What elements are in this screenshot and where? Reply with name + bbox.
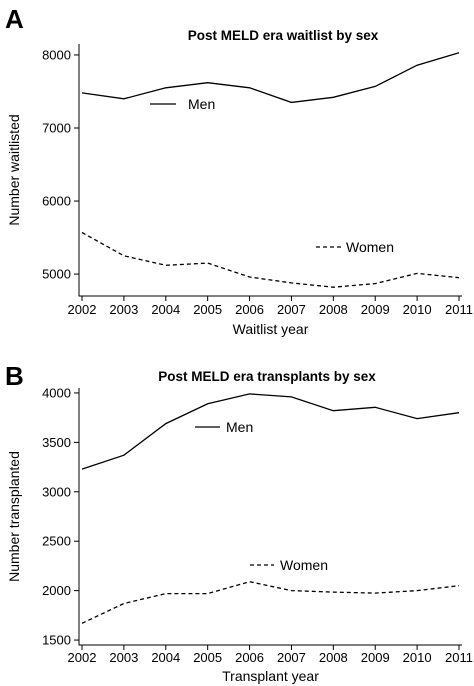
chart-a-x-tick-label: 2005	[193, 302, 222, 317]
chart-b-y-axis-label: Number transplanted	[6, 451, 22, 582]
chart-b-x-tick-label: 2005	[193, 650, 222, 665]
chart-b-x-axis-label: Transplant year	[222, 668, 319, 684]
chart-a-x-axis-label: Waitlist year	[233, 321, 309, 337]
chart-b-x-tick-label: 2002	[68, 650, 97, 665]
chart-a-legend-men-label: Men	[188, 96, 215, 112]
chart-b-series-men-line	[81, 393, 460, 470]
chart-a-x-tick-label: 2006	[235, 302, 264, 317]
chart-b-y-tick-label: 3000	[42, 484, 71, 499]
chart-a-legend-women-label: Women	[346, 239, 394, 255]
chart-b-y-tick-label: 3500	[42, 435, 71, 450]
chart-b-legend-women-label: Women	[280, 557, 328, 573]
chart-b-x-tick-label: 2011	[445, 650, 473, 665]
chart-b-x-tick-label: 2008	[319, 650, 348, 665]
chart-b-x-tick-label: 2003	[109, 650, 138, 665]
chart-b-x-tick-label: 2007	[277, 650, 306, 665]
chart-a-x-tick-label: 2004	[151, 302, 180, 317]
chart-a-y-tick-label: 6000	[42, 194, 71, 209]
chart-a-series-men-line	[81, 52, 460, 104]
chart-a-x-tick-label: 2010	[403, 302, 432, 317]
chart-a-panel-letter: A	[5, 4, 24, 34]
chart-b-x-tick-label: 2009	[361, 650, 390, 665]
chart-a-title: Post MELD era waitlist by sex	[188, 28, 379, 43]
chart-b-y-tick-label: 2000	[42, 583, 71, 598]
chart-b-panel-letter: B	[5, 361, 24, 391]
chart-b-x-tick-label: 2006	[235, 650, 264, 665]
chart-a-x-tick-label: 2009	[361, 302, 390, 317]
chart-a-x-tick-label: 2003	[109, 302, 138, 317]
chart-a-x-tick-label: 2002	[68, 302, 97, 317]
chart-a-y-tick-label: 5000	[42, 267, 71, 282]
chart-b-x-tick-label: 2010	[403, 650, 432, 665]
chart-a-x-tick-label: 2007	[277, 302, 306, 317]
chart-b-y-tick-label: 2500	[42, 534, 71, 549]
chart-b-series-women-line	[81, 581, 460, 624]
chart-b-legend-men-label: Men	[226, 419, 253, 435]
chart-b-title: Post MELD era transplants by sex	[158, 369, 376, 384]
chart-a-x-tick-label: 2008	[319, 302, 348, 317]
chart-a-y-tick-label: 8000	[42, 47, 71, 62]
chart-b-x-tick-label: 2004	[151, 650, 180, 665]
chart-b-y-tick-label: 4000	[42, 385, 71, 400]
chart-a-y-axis-label: Number waitlisted	[6, 114, 22, 225]
chart-a-x-tick-label: 2011	[445, 302, 473, 317]
chart-a-y-tick-label: 7000	[42, 121, 71, 136]
chart-b-y-tick-label: 1500	[42, 633, 71, 648]
chart-a-series-women-line	[81, 231, 460, 288]
